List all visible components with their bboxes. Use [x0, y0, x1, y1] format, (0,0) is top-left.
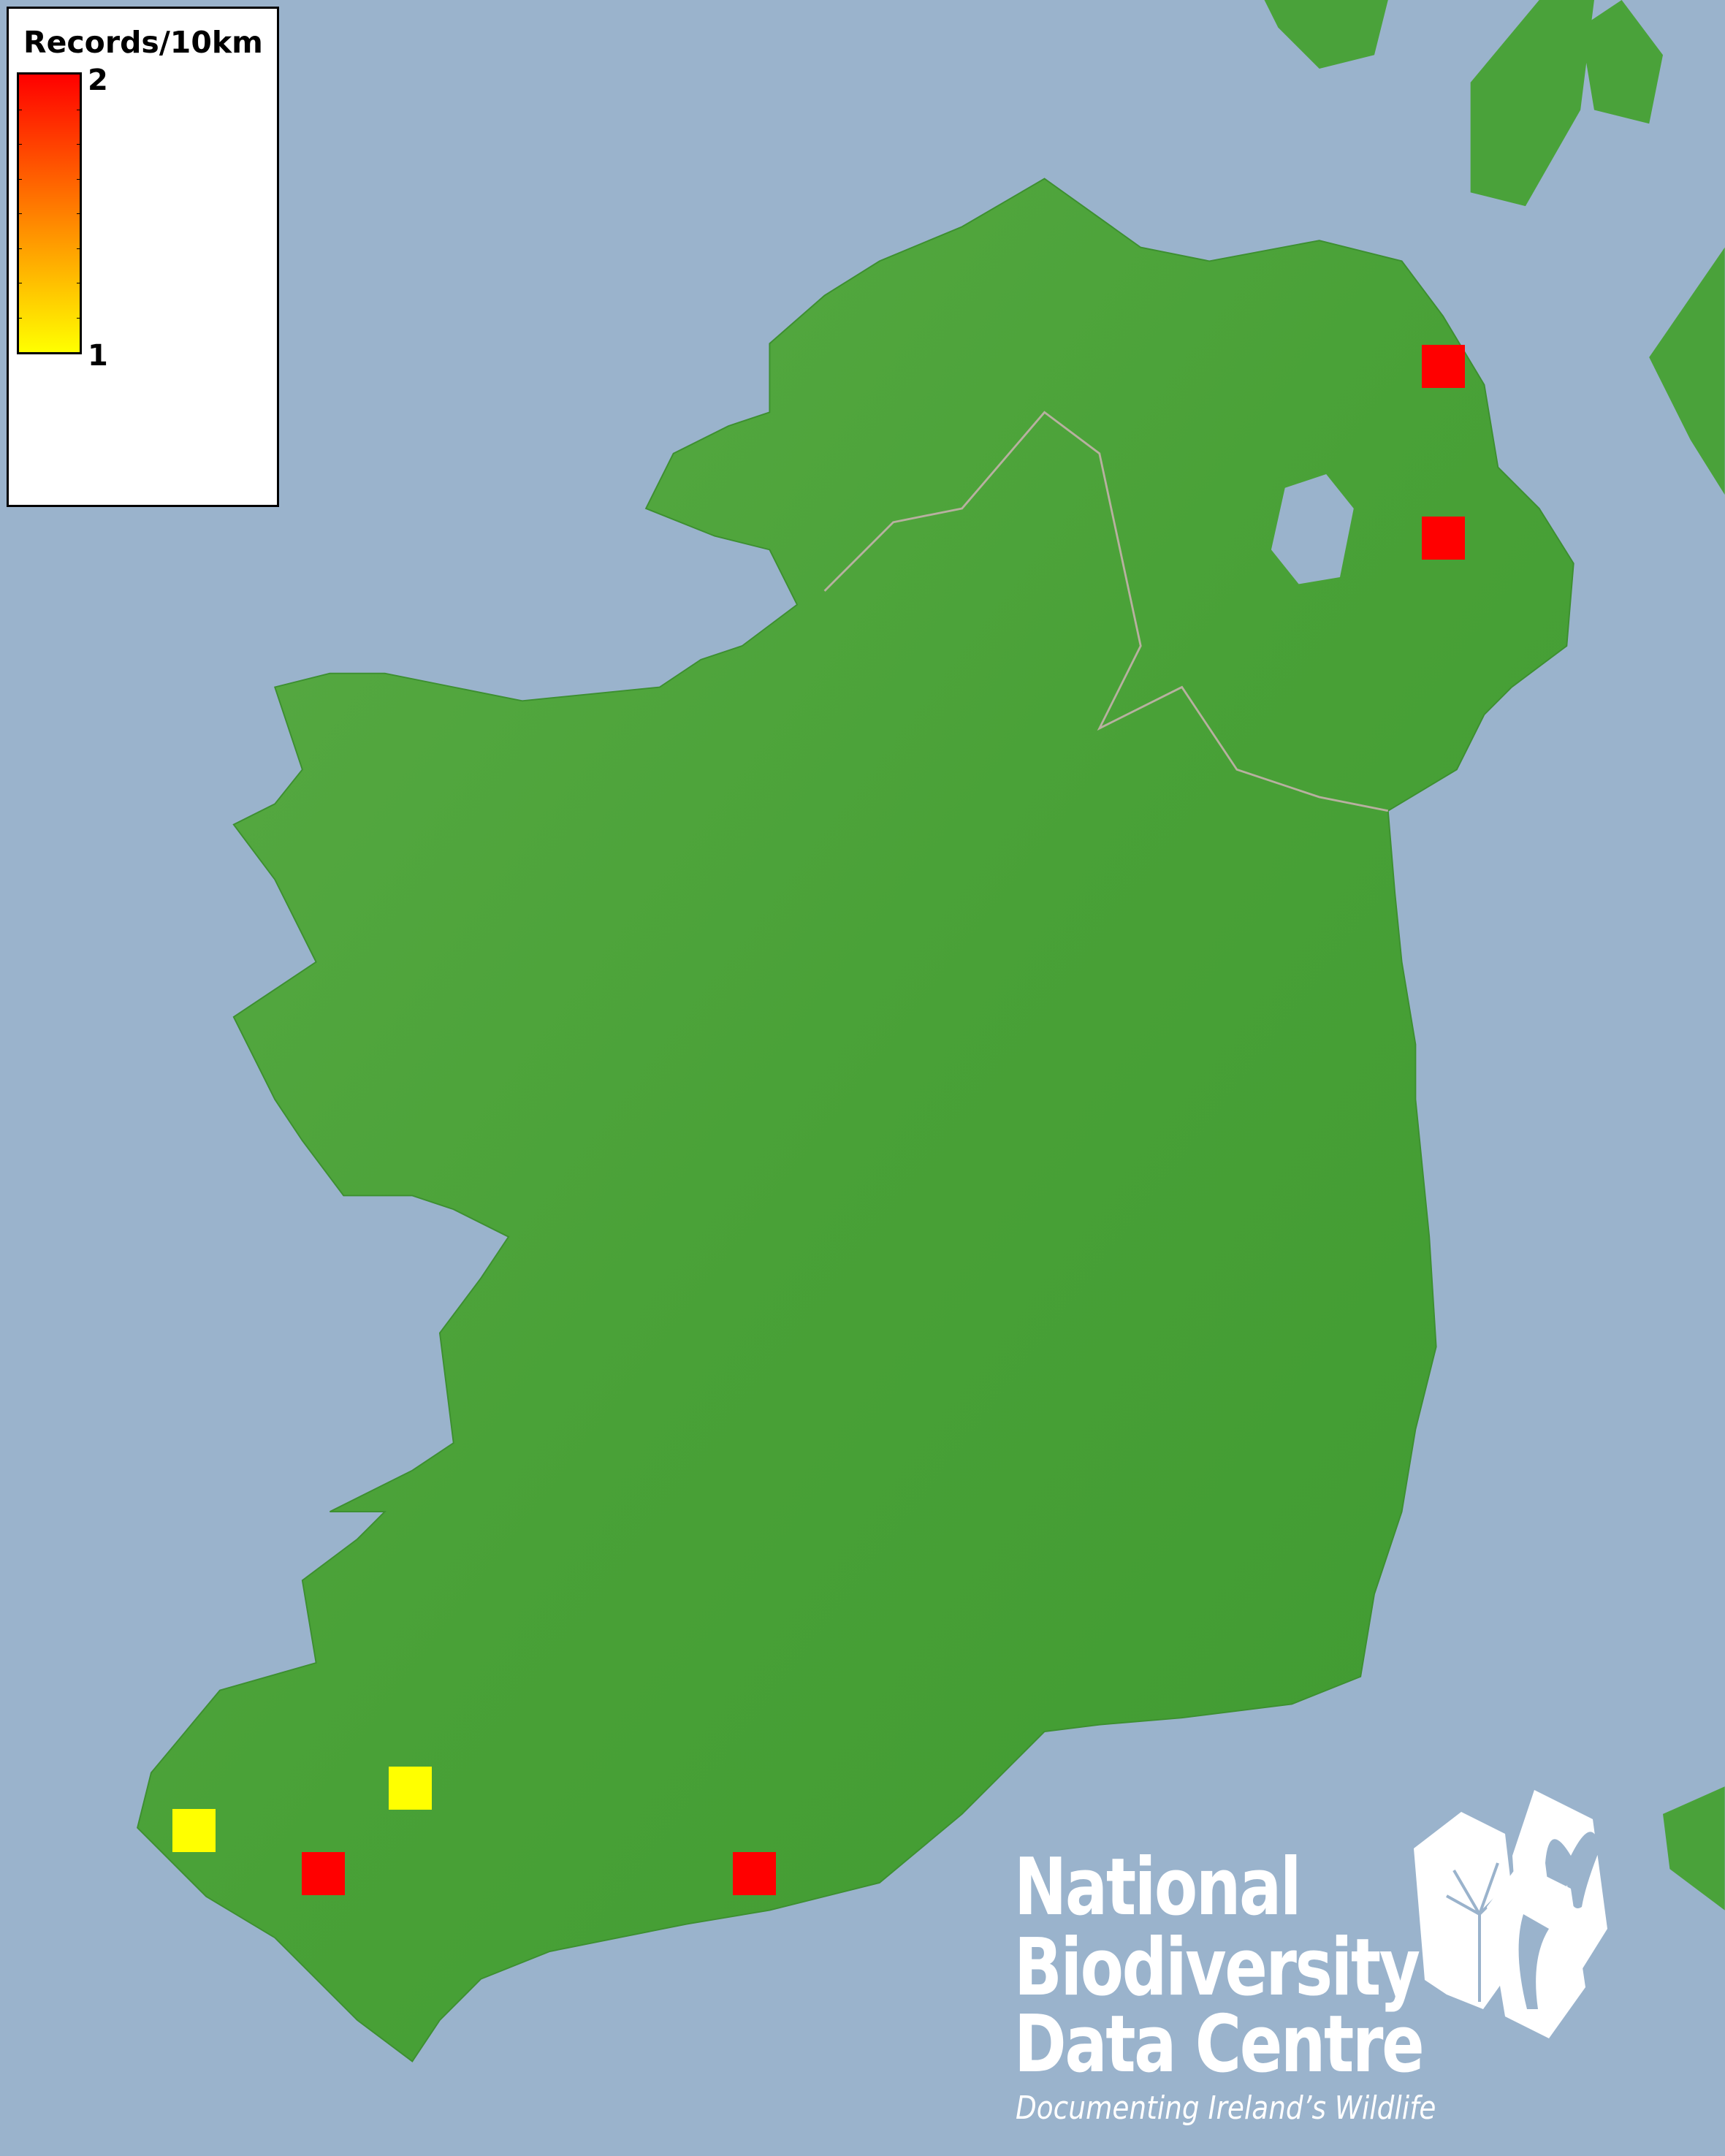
record-square — [1422, 345, 1465, 388]
record-square — [1422, 517, 1465, 560]
record-square — [302, 1852, 345, 1895]
tree-icon — [1414, 1812, 1520, 2009]
record-square — [389, 1767, 432, 1810]
ireland-landmass — [137, 178, 1574, 2062]
record-square — [172, 1809, 216, 1852]
nbdc-logo: National Biodiversity Data Centre Docume… — [1008, 1768, 1666, 2148]
seahorse-icon — [1487, 1863, 1585, 2038]
lough-neagh — [1271, 473, 1354, 584]
record-square — [733, 1852, 776, 1895]
legend-color-ramp — [17, 72, 82, 354]
logo-line-1: National — [1014, 1842, 1302, 1933]
logo-tagline: Documenting Ireland’s Wildlife — [1016, 2090, 1436, 2127]
county-border — [823, 411, 1389, 812]
logo-line-2: Biodiversity — [1014, 1922, 1420, 2014]
legend-title: Records/10km — [23, 25, 263, 60]
legend: Records/10km 2 1 — [7, 7, 279, 507]
legend-max-label: 2 — [88, 64, 108, 97]
legend-min-label: 1 — [88, 339, 108, 373]
logo-line-3: Data Centre — [1014, 1999, 1425, 2090]
